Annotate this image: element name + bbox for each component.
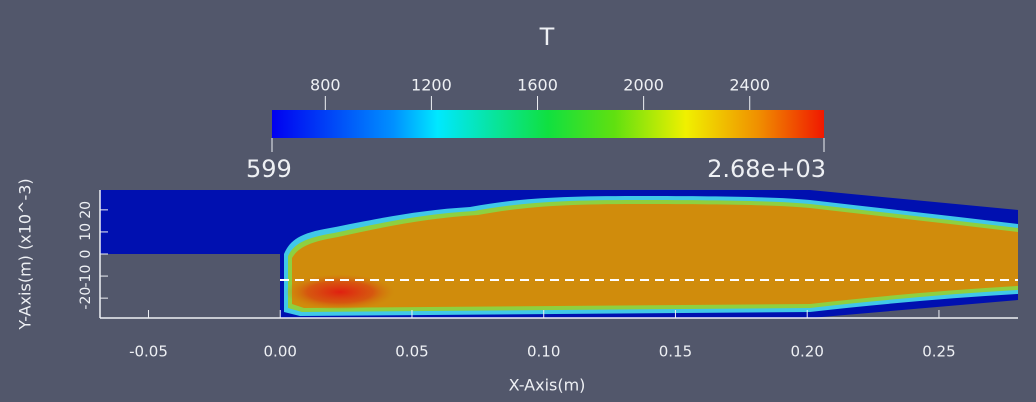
colorbar xyxy=(272,110,824,138)
flame-core xyxy=(292,204,1018,308)
colorbar-title: T xyxy=(539,23,555,51)
x-tick-label: 0.25 xyxy=(922,343,955,361)
colorbar-min-label: 599 xyxy=(246,155,292,183)
colorbar-tick-label: 800 xyxy=(310,76,341,95)
hot-spot xyxy=(285,274,395,310)
y-tick-label: -10 xyxy=(78,265,94,288)
y-tick-label: -20 xyxy=(78,287,94,310)
x-tick-label: 0.20 xyxy=(791,343,824,361)
colorbar-tick-label: 2000 xyxy=(623,76,664,95)
colorbar-tick-label: 2400 xyxy=(729,76,770,95)
y-tick-label: 0 xyxy=(78,250,94,259)
y-axis-title: Y-Axis(m) (x10^-3) xyxy=(16,178,35,330)
x-tick-label: 0.10 xyxy=(527,343,560,361)
inlet-region xyxy=(100,190,280,254)
colorbar-tick-label: 1600 xyxy=(517,76,558,95)
colorbar-max-label: 2.68e+03 xyxy=(707,155,826,183)
field xyxy=(100,190,1018,318)
x-tick-label: -0.05 xyxy=(129,343,168,361)
x-tick-label: 0.15 xyxy=(659,343,692,361)
x-tick-label: 0.00 xyxy=(264,343,297,361)
y-tick-label: 20 xyxy=(78,201,94,219)
y-tick-label: 10 xyxy=(78,223,94,241)
colorbar-tick-label: 1200 xyxy=(411,76,452,95)
x-axis-title: X-Axis(m) xyxy=(509,376,586,395)
x-tick-label: 0.05 xyxy=(395,343,428,361)
